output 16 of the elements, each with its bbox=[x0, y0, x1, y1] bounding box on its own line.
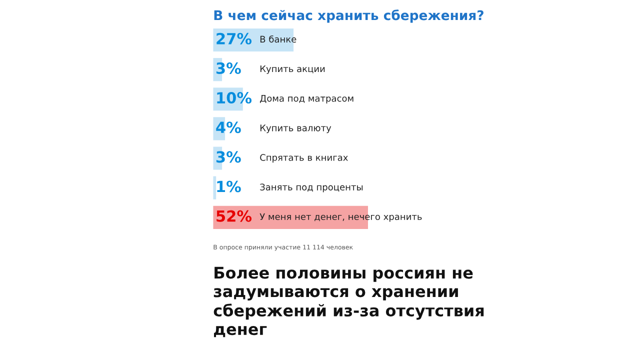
data-label: 3% bbox=[216, 62, 241, 74]
y-tick-label: Купить валюту bbox=[260, 124, 332, 134]
data-label: 1% bbox=[217, 180, 241, 192]
text: Более половины россиян не задумываются о хранении сбережений из-за отсутствия денег bbox=[214, 266, 484, 338]
data-label: 10% bbox=[217, 92, 252, 104]
y-tick-label: У меня нет денег, нечего хранить bbox=[260, 213, 422, 222]
data-label: 4% bbox=[216, 122, 241, 134]
y-tick-label: Дома под матрасом bbox=[260, 95, 354, 104]
y-tick-label: Спрятать в книгах bbox=[260, 154, 348, 163]
y-tick-label: Купить акции bbox=[260, 65, 325, 74]
chart-title: В чем сейчас хранить сбережения? bbox=[214, 10, 484, 23]
y-tick-label: Занять под проценты bbox=[260, 184, 363, 192]
data-label: 27% bbox=[216, 32, 252, 44]
data-label: 52% bbox=[216, 210, 252, 222]
y-tick-label: В банке bbox=[260, 35, 296, 43]
data-label: 3% bbox=[216, 151, 241, 163]
